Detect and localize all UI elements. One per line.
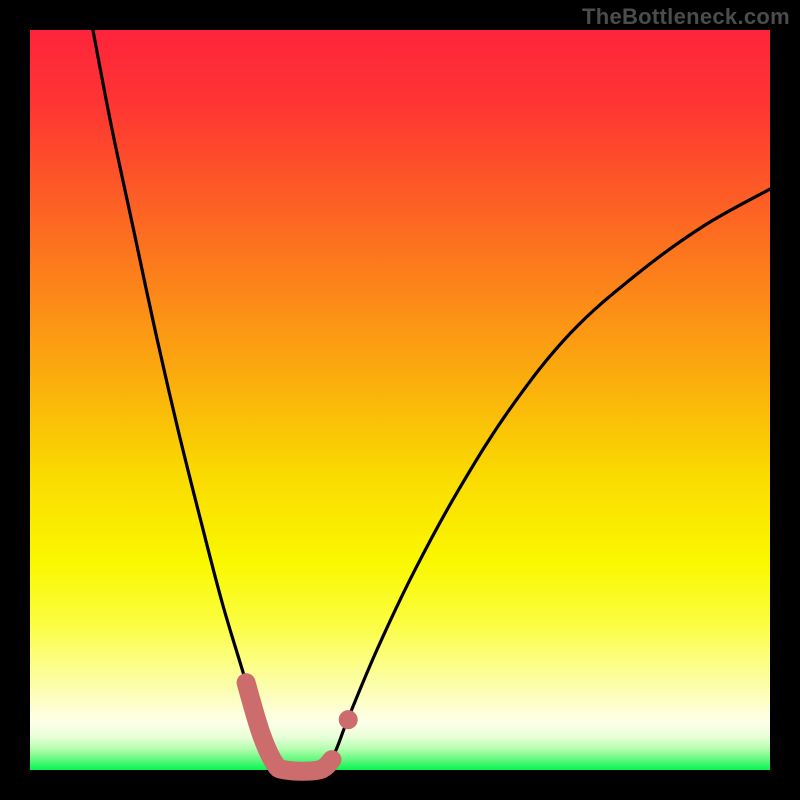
watermark-text: TheBottleneck.com (582, 4, 790, 30)
plot-area (30, 30, 770, 770)
marker-dot (339, 710, 358, 729)
bottleneck-chart (0, 0, 800, 800)
chart-container: TheBottleneck.com (0, 0, 800, 800)
